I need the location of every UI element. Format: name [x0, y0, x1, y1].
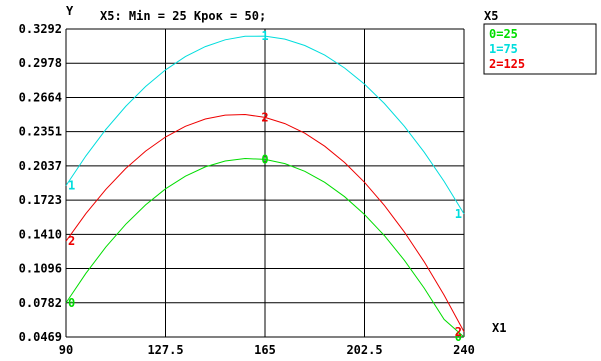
y-tick-label: 0.2978 [19, 56, 62, 70]
series-marker-0: 0 [261, 152, 268, 166]
series-marker-0: 0 [455, 330, 462, 344]
series-marker-2: 2 [68, 234, 75, 248]
series-marker-1: 1 [455, 207, 462, 221]
legend-box [483, 23, 597, 75]
y-tick-label: 0.1410 [19, 227, 62, 241]
legend-title: X5 [484, 9, 498, 23]
x-tick-label: 127.5 [147, 343, 183, 357]
series-marker-2: 2 [455, 325, 462, 339]
y-tick-label: 0.3292 [19, 22, 62, 36]
x-tick-label: 165 [254, 343, 276, 357]
y-axis-label: Y [66, 4, 74, 18]
series-line-2 [65, 113, 465, 333]
legend-item-1: 1=75 [489, 42, 518, 56]
y-tick-label: 0.1096 [19, 262, 62, 276]
series-line-0 [65, 157, 465, 338]
chart-title: X5: Min = 25 Крок = 50; [100, 9, 266, 23]
x-tick-label: 90 [59, 343, 73, 357]
x-tick-label: 202.5 [346, 343, 382, 357]
series-marker-2: 2 [261, 110, 268, 124]
series-marker-1: 1 [261, 29, 268, 43]
legend-item-0: 0=25 [489, 27, 518, 41]
tick-labels: 0.3292 0.2978 0.2664 0.2351 0.2037 0.1723 0.14… [19, 22, 475, 357]
x-axis-label: X1 [492, 321, 506, 335]
y-tick-label: 0.0782 [19, 296, 62, 310]
grid [65, 28, 465, 338]
series-marker-0: 0 [68, 296, 75, 310]
series-marker-1: 1 [68, 179, 75, 193]
series-line-1 [65, 35, 465, 215]
y-tick-label: 0.2664 [19, 90, 62, 104]
y-tick-label: 0.1723 [19, 193, 62, 207]
y-tick-label: 0.2037 [19, 159, 62, 173]
legend-item-2: 2=125 [489, 57, 525, 71]
y-tick-label: 0.0469 [19, 330, 62, 344]
y-tick-label: 0.2351 [19, 125, 62, 139]
x-tick-label: 240 [453, 343, 475, 357]
series-layer: 0 0 0 1 1 1 2 2 2 [65, 29, 465, 344]
